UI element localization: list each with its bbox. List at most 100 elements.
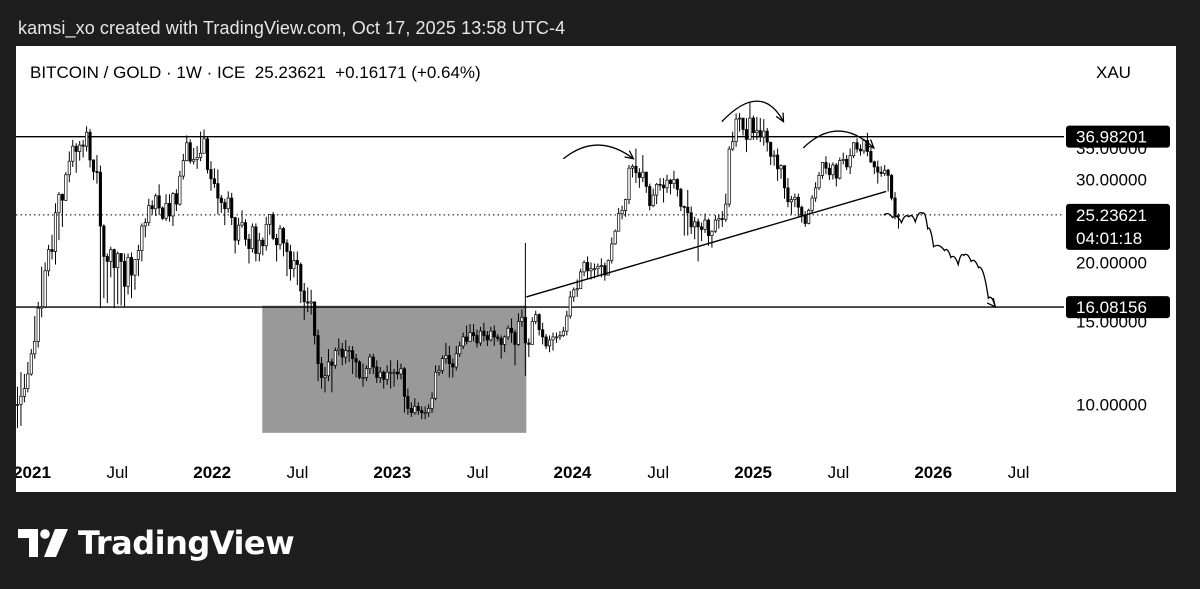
candle — [278, 225, 282, 250]
candle — [219, 195, 223, 213]
curved-arrow-head-1 — [775, 112, 785, 123]
candle — [624, 198, 628, 217]
candle — [26, 361, 30, 393]
candle — [237, 217, 241, 245]
candle — [706, 218, 711, 246]
candle — [565, 310, 569, 336]
x-tick-label: 2024 — [554, 463, 592, 482]
candle — [796, 193, 800, 217]
x-tick-label: 2021 — [16, 463, 51, 482]
candle — [164, 194, 168, 221]
candle — [586, 256, 590, 280]
candle — [330, 358, 334, 393]
candle — [91, 159, 96, 181]
candle — [782, 165, 787, 199]
candle — [547, 335, 552, 353]
candle — [333, 347, 337, 369]
candle — [167, 194, 172, 222]
candle — [478, 326, 482, 346]
candle — [361, 363, 365, 387]
candle — [57, 192, 61, 241]
candle — [613, 229, 617, 245]
y-tick-label: 30.00000 — [1076, 170, 1147, 189]
candle — [689, 206, 693, 234]
candle — [188, 139, 192, 164]
tradingview-brand[interactable]: TradingView — [18, 524, 295, 562]
chart-panel[interactable]: BITCOIN / GOLD · 1W · ICE 25.23621 +0.16… — [16, 46, 1176, 492]
candle — [368, 353, 372, 374]
candle — [326, 349, 330, 382]
candle — [195, 146, 199, 169]
candle — [171, 192, 175, 227]
candle — [634, 148, 638, 183]
candle — [71, 139, 75, 167]
candle — [319, 357, 324, 389]
candle — [105, 253, 109, 304]
chart-svg[interactable]: BITCOIN / GOLD · 1W · ICE 25.23621 +0.16… — [16, 46, 1176, 492]
candle — [876, 160, 880, 184]
projection-arrow-head — [986, 297, 997, 309]
candle — [378, 367, 382, 383]
candle — [420, 406, 424, 420]
candle — [409, 402, 413, 417]
x-tick-label: 2023 — [373, 463, 411, 482]
candle — [630, 164, 635, 178]
candle — [243, 219, 248, 246]
y-axis: 10.0000015.0000020.0000030.0000035.00000… — [1066, 125, 1170, 414]
candle — [620, 205, 624, 220]
candle — [102, 224, 106, 299]
candle — [399, 363, 403, 380]
candle — [744, 118, 749, 153]
candle — [679, 187, 683, 212]
candle — [807, 208, 811, 225]
candle — [430, 392, 434, 413]
candle — [603, 262, 607, 281]
candle — [727, 146, 731, 208]
candle — [793, 193, 797, 208]
candle — [371, 353, 375, 374]
candle — [264, 216, 268, 251]
candle — [627, 164, 631, 205]
candle — [161, 206, 165, 221]
candle — [67, 151, 71, 183]
candle — [247, 233, 251, 264]
candle — [592, 263, 597, 279]
candle — [814, 182, 818, 202]
candle — [803, 211, 807, 227]
candle — [147, 198, 151, 227]
curved-arrow-1 — [721, 100, 785, 123]
candle — [50, 234, 54, 260]
curved-arrow-2 — [802, 130, 875, 149]
candle — [724, 193, 728, 222]
candle — [513, 329, 517, 366]
candle — [765, 127, 769, 152]
candle — [852, 142, 856, 159]
x-tick-label: Jul — [647, 463, 669, 482]
candle — [800, 205, 804, 223]
candle — [872, 160, 876, 175]
y-tick-label: 10.00000 — [1076, 395, 1147, 414]
candle — [668, 178, 673, 195]
candle — [883, 164, 887, 177]
chart-credit: kamsi_xo created with TradingView.com, O… — [18, 18, 566, 38]
candle — [433, 365, 438, 401]
candle — [534, 310, 538, 325]
candle — [444, 342, 448, 364]
candle — [855, 138, 859, 153]
candle — [596, 263, 600, 277]
candle — [655, 182, 659, 205]
candle — [316, 329, 320, 382]
curved-arrow-head-2 — [865, 139, 875, 149]
candle — [489, 326, 493, 342]
candle — [402, 367, 406, 413]
candle — [675, 178, 679, 197]
candle — [199, 131, 203, 162]
candle — [36, 301, 40, 348]
candle — [81, 139, 85, 158]
candle — [178, 170, 182, 206]
candle — [858, 144, 863, 156]
candle — [223, 198, 227, 226]
candle — [254, 223, 258, 262]
candle — [354, 353, 358, 378]
candle — [530, 317, 534, 345]
